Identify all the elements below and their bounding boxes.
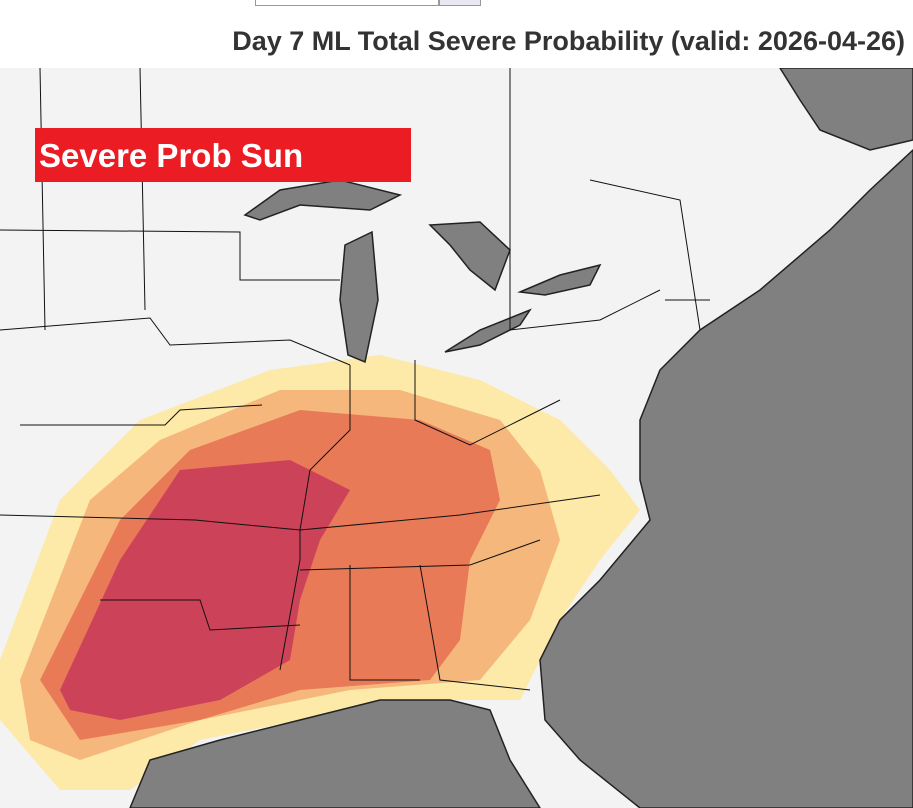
severe-probability-contours: [0, 355, 640, 790]
water: [129, 68, 913, 808]
text-input[interactable]: [255, 0, 439, 6]
boundaries: [0, 68, 710, 691]
button[interactable]: [439, 0, 481, 6]
map-label: Severe Prob Sun: [35, 128, 411, 182]
map-title: Day 7 ML Total Severe Probability (valid…: [232, 26, 905, 56]
map: [0, 68, 913, 808]
